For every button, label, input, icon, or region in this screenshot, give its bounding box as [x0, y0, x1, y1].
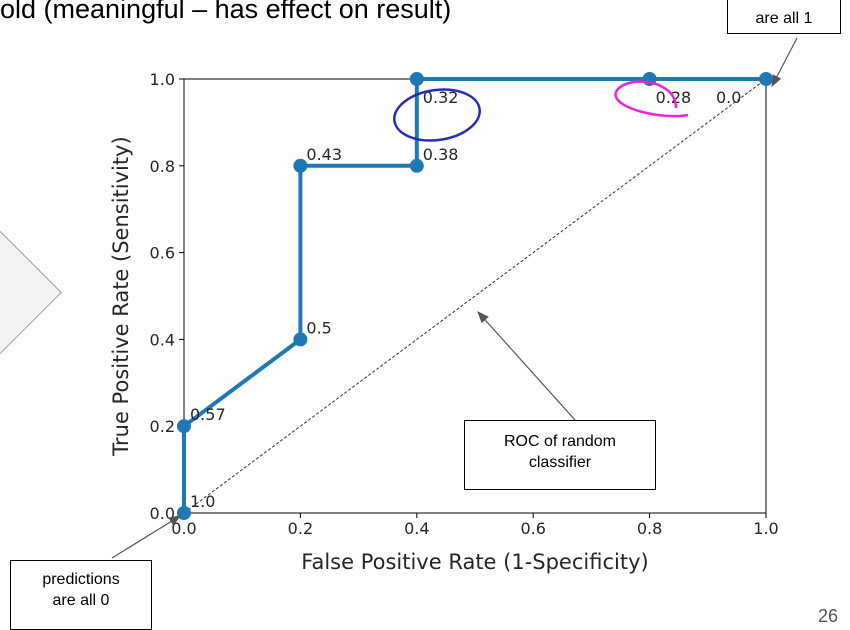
y-tick-label: 0.6: [150, 244, 175, 263]
callout-all-zeros: predictions are all 0: [10, 560, 152, 630]
roc-data-point: [293, 332, 308, 347]
highlight-circle-032: [393, 88, 481, 142]
threshold-label: 0.0: [716, 88, 741, 107]
slide-title: old (meaningful – has effect on result): [0, 0, 452, 24]
y-tick-label: 0.2: [150, 417, 175, 436]
x-tick-label: 0.6: [520, 519, 545, 538]
roc-data-point: [293, 158, 308, 173]
x-tick-label: 0.2: [288, 519, 313, 538]
x-tick-label: 0.8: [637, 519, 662, 538]
roc-data-point: [409, 72, 424, 86]
y-tick-label: 0.4: [150, 330, 175, 349]
roc-data-point: [409, 158, 424, 173]
roc-data-point: [759, 72, 773, 86]
roc-data-point: [177, 419, 191, 434]
random-classifier-line: [183, 78, 767, 514]
callout-all-ones-text: are all 1: [755, 10, 813, 27]
y-tick-label: 0.8: [150, 157, 175, 176]
callout-random-classifier: ROC of random classifier: [464, 420, 656, 490]
top-callout-arrow: [771, 37, 798, 88]
y-axis-label: True Positive Rate (Sensitivity): [109, 136, 133, 456]
threshold-label: 1.0: [190, 492, 215, 511]
x-axis-label: False Positive Rate (1-Specificity): [301, 550, 648, 574]
callout-all-zeros-line2: are all 0: [52, 592, 110, 609]
y-tick-label: 0.0: [150, 504, 175, 523]
callout-all-ones: are all 1: [727, 0, 841, 34]
x-tick-label: 0.4: [404, 519, 429, 538]
threshold-label: 0.57: [190, 405, 226, 424]
threshold-label: 0.5: [306, 318, 331, 337]
roc-data-point: [177, 506, 191, 520]
x-tick-label: 1.0: [753, 519, 778, 538]
threshold-label: 0.38: [423, 145, 459, 164]
y-tick-label: 1.0: [150, 70, 175, 89]
bottom-callout-arrow: [111, 515, 182, 559]
threshold-label: 0.43: [306, 145, 342, 164]
callout-random-line1: ROC of random: [503, 433, 617, 450]
highlight-circle-028: [614, 80, 689, 118]
random-callout-arrow: [477, 311, 576, 421]
callout-random-line2: classifier: [528, 454, 592, 471]
page-number: 26: [818, 606, 839, 626]
callout-all-zeros-line1: predictions: [42, 571, 120, 588]
threshold-label: 0.32: [423, 88, 459, 107]
x-tick-label: 0.0: [171, 519, 196, 538]
roc-curve-line: [182, 77, 766, 513]
